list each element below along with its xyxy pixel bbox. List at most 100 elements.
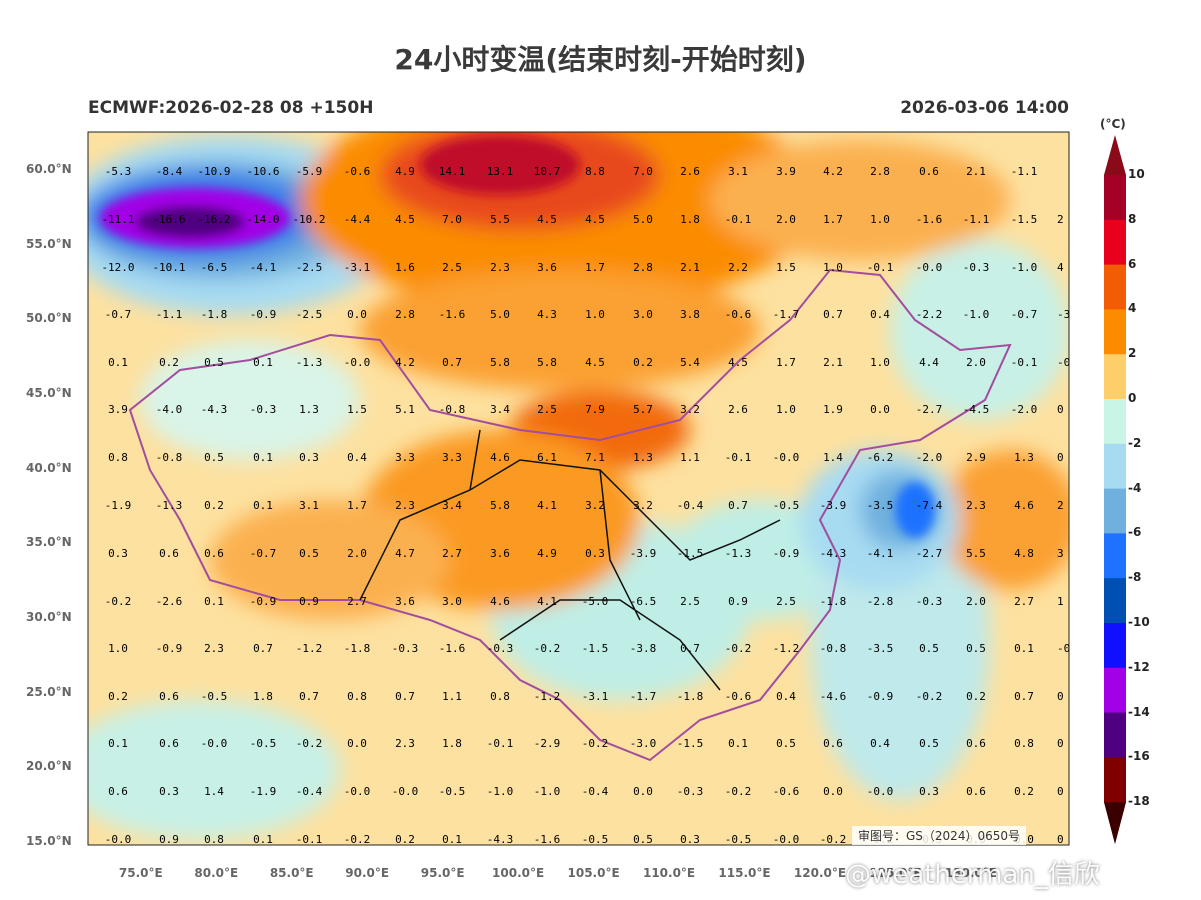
longitude-label: 100.0°E: [492, 866, 545, 880]
temperature-value: 2.7: [442, 547, 462, 560]
temperature-value: -0.9: [866, 690, 894, 703]
temperature-value: 2.8: [633, 261, 653, 274]
temperature-value: 0.8: [490, 690, 510, 703]
colorbar: [1104, 135, 1126, 845]
colorbar-label: 0: [1128, 391, 1137, 405]
colorbar-swatch: [1104, 443, 1126, 490]
temperature-value: -0.1: [724, 451, 752, 464]
temperature-value: 0.5: [919, 642, 939, 655]
temperature-value: -1.5: [676, 737, 704, 750]
temperature-value: -14.0: [246, 213, 280, 226]
temperature-value: -0.7: [1010, 308, 1038, 321]
temperature-value: -0.3: [249, 403, 277, 416]
temperature-value: 1.1: [442, 690, 462, 703]
colorbar-swatch: [1104, 533, 1126, 579]
latitude-label: 20.0°N: [26, 759, 72, 774]
longitude-label: 125.0°E: [869, 866, 922, 880]
temperature-value: -1.7: [629, 690, 657, 703]
temperature-value: 2.9: [966, 451, 986, 464]
temperature-value: 0.7: [395, 690, 415, 703]
temperature-value: -1.6: [533, 833, 561, 846]
temperature-value: -0: [1057, 642, 1071, 655]
temperature-value: 0: [1057, 833, 1064, 846]
temperature-value: 4.5: [728, 356, 748, 369]
temperature-value: -0.5: [249, 737, 277, 750]
temperature-value: -2.0: [915, 451, 943, 464]
temperature-value: -2.2: [915, 308, 943, 321]
temperature-value: -0.0: [866, 785, 894, 798]
temperature-value: 4.9: [395, 165, 415, 178]
model-run-label: ECMWF:2026-02-28 08 +150H: [88, 98, 374, 118]
temperature-value: 5.5: [490, 213, 510, 226]
temperature-value: 13.1: [486, 165, 514, 178]
temperature-value: -0.2: [343, 833, 371, 846]
temperature-value: 0.1: [253, 499, 273, 512]
temperature-value: 6.1: [537, 451, 557, 464]
temperature-value: 2: [1057, 213, 1064, 226]
temperature-value: 2.5: [537, 403, 557, 416]
temperature-value: -0.1: [486, 737, 514, 750]
colorbar-label: -12: [1128, 659, 1150, 674]
temperature-value: -0.9: [249, 308, 277, 321]
temperature-value: 4.1: [537, 499, 557, 512]
temperature-value: -5.3: [104, 165, 132, 178]
temperature-value: 5.8: [537, 356, 557, 369]
temperature-value: 4.6: [490, 595, 510, 608]
temperature-value: -4.0: [155, 403, 183, 416]
temperature-value: 3.6: [490, 547, 510, 560]
colorbar-swatch: [1104, 219, 1126, 266]
temperature-value: 1.4: [204, 785, 224, 798]
colorbar-label: 4: [1128, 301, 1137, 316]
temperature-value: -0.6: [724, 308, 752, 321]
longitude-label: 110.0°E: [642, 866, 696, 880]
temperature-value: -1.3: [724, 547, 752, 560]
latitude-label: 15.0°N: [26, 834, 72, 848]
temperature-value: -0.7: [249, 547, 277, 560]
temperature-value: 2.0: [966, 595, 986, 608]
temperature-value: -0.0: [343, 356, 371, 369]
temperature-value: 7.9: [585, 403, 605, 416]
temperature-value: 2.6: [728, 403, 748, 416]
temperature-value: 2.2: [728, 261, 748, 274]
temperature-value: 0.1: [728, 737, 748, 750]
colorbar-label: -2: [1128, 435, 1142, 450]
temperature-value: 4.5: [395, 213, 415, 226]
latitude-label: 50.0°N: [26, 311, 72, 326]
temperature-value: 2.3: [966, 499, 986, 512]
temperature-value: -0.2: [533, 642, 561, 655]
temperature-value: -2.0: [1010, 403, 1038, 416]
temperature-value: 0.2: [108, 690, 128, 703]
temperature-value: 0.6: [919, 165, 939, 178]
temperature-value: -4.6: [819, 690, 847, 703]
colorbar-swatch: [1104, 264, 1126, 310]
temperature-value: 1.0: [776, 403, 796, 416]
temperature-value: 1.6: [395, 261, 415, 274]
temperature-value: 3.1: [299, 499, 319, 512]
temperature-value: 2.3: [395, 499, 415, 512]
temperature-value: 0.4: [870, 308, 890, 321]
temperature-value: 0.0: [633, 785, 653, 798]
temperature-value: 1.5: [347, 403, 367, 416]
temperature-value: -3.5: [866, 642, 894, 655]
temperature-value: 3.0: [442, 595, 462, 608]
temperature-value: -4.1: [866, 547, 894, 560]
temperature-value: 3.4: [490, 403, 510, 416]
temperature-value: -0.8: [155, 451, 183, 464]
temperature-value: 0.5: [919, 737, 939, 750]
temperature-value: 0.6: [108, 785, 128, 798]
temperature-value: 0.6: [823, 737, 843, 750]
temperature-value: -0.3: [486, 642, 514, 655]
temperature-value: 0.2: [204, 499, 224, 512]
temperature-value: 0: [1057, 403, 1064, 416]
temperature-value: -1.0: [962, 308, 990, 321]
latitude-label: 35.0°N: [26, 535, 72, 550]
temperature-value: 5.8: [490, 356, 510, 369]
temperature-value: -0.2: [819, 833, 847, 846]
temperature-value: 2.0: [347, 547, 367, 560]
temperature-value: -0.0: [104, 833, 132, 846]
temperature-value: 0.2: [1014, 785, 1034, 798]
temperature-value: 0.3: [919, 785, 939, 798]
colorbar-label: 10: [1128, 167, 1145, 181]
temperature-value: -3.9: [819, 499, 847, 512]
temperature-value: -1.1: [1010, 165, 1038, 178]
